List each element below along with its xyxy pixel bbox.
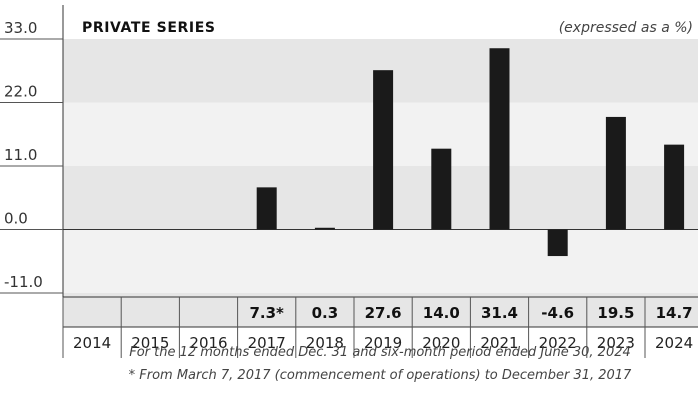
y-tick-label: 0.0 xyxy=(4,210,28,228)
bar-2017 xyxy=(256,187,277,230)
y-axis-ticks: 33.0 22.0 11.0 0.0 -11.0 xyxy=(4,19,43,291)
title-band xyxy=(63,0,698,39)
value-label-2021: 31.4 xyxy=(481,304,518,322)
bar-2023 xyxy=(605,116,626,230)
bar-2022 xyxy=(547,229,568,257)
category-label-2016: 2016 xyxy=(189,334,227,352)
data-table: 2014 2015 2016 7.3* 2017 0.3 2018 27.6 2019 14.0 2… xyxy=(62,296,698,358)
bars xyxy=(256,48,685,257)
category-label-2017: 2017 xyxy=(248,334,286,352)
footnote-period: For the 12 months ended Dec. 31 and six-… xyxy=(129,345,631,360)
value-label-2024: 14.7 xyxy=(656,304,693,322)
category-label-2023: 2023 xyxy=(597,334,635,352)
category-label-2024: 2024 xyxy=(655,334,693,352)
background-band xyxy=(63,293,698,297)
category-label-2015: 2015 xyxy=(131,334,169,352)
footnote-inception: * From March 7, 2017 (commencement of op… xyxy=(129,368,632,383)
year-row xyxy=(63,327,698,358)
category-label-2021: 2021 xyxy=(480,334,518,352)
bar-2021 xyxy=(489,48,510,230)
bar-2019 xyxy=(373,70,394,230)
chart-title: PRIVATE SERIES xyxy=(82,20,216,36)
value-label-2018: 0.3 xyxy=(312,304,339,322)
y-tick-label: -11.0 xyxy=(4,273,43,291)
value-label-2017: 7.3* xyxy=(249,304,284,322)
y-tick-label: 11.0 xyxy=(4,146,37,164)
bar-2018 xyxy=(314,227,335,230)
y-tick-label: 33.0 xyxy=(4,19,37,37)
background-band xyxy=(63,229,698,293)
category-label-2014: 2014 xyxy=(73,334,111,352)
value-label-2023: 19.5 xyxy=(597,304,634,322)
category-label-2019: 2019 xyxy=(364,334,402,352)
bar-2024 xyxy=(664,144,685,230)
category-label-2022: 2022 xyxy=(539,334,577,352)
bar-2020 xyxy=(431,148,452,230)
category-label-2020: 2020 xyxy=(422,334,460,352)
y-tick-label: 22.0 xyxy=(4,83,37,101)
chart-subtitle: (expressed as a %) xyxy=(559,20,693,36)
value-label-2020: 14.0 xyxy=(423,304,460,322)
category-label-2018: 2018 xyxy=(306,334,344,352)
value-label-2019: 27.6 xyxy=(365,304,402,322)
value-label-2022: -4.6 xyxy=(541,304,574,322)
value-row xyxy=(63,297,698,327)
